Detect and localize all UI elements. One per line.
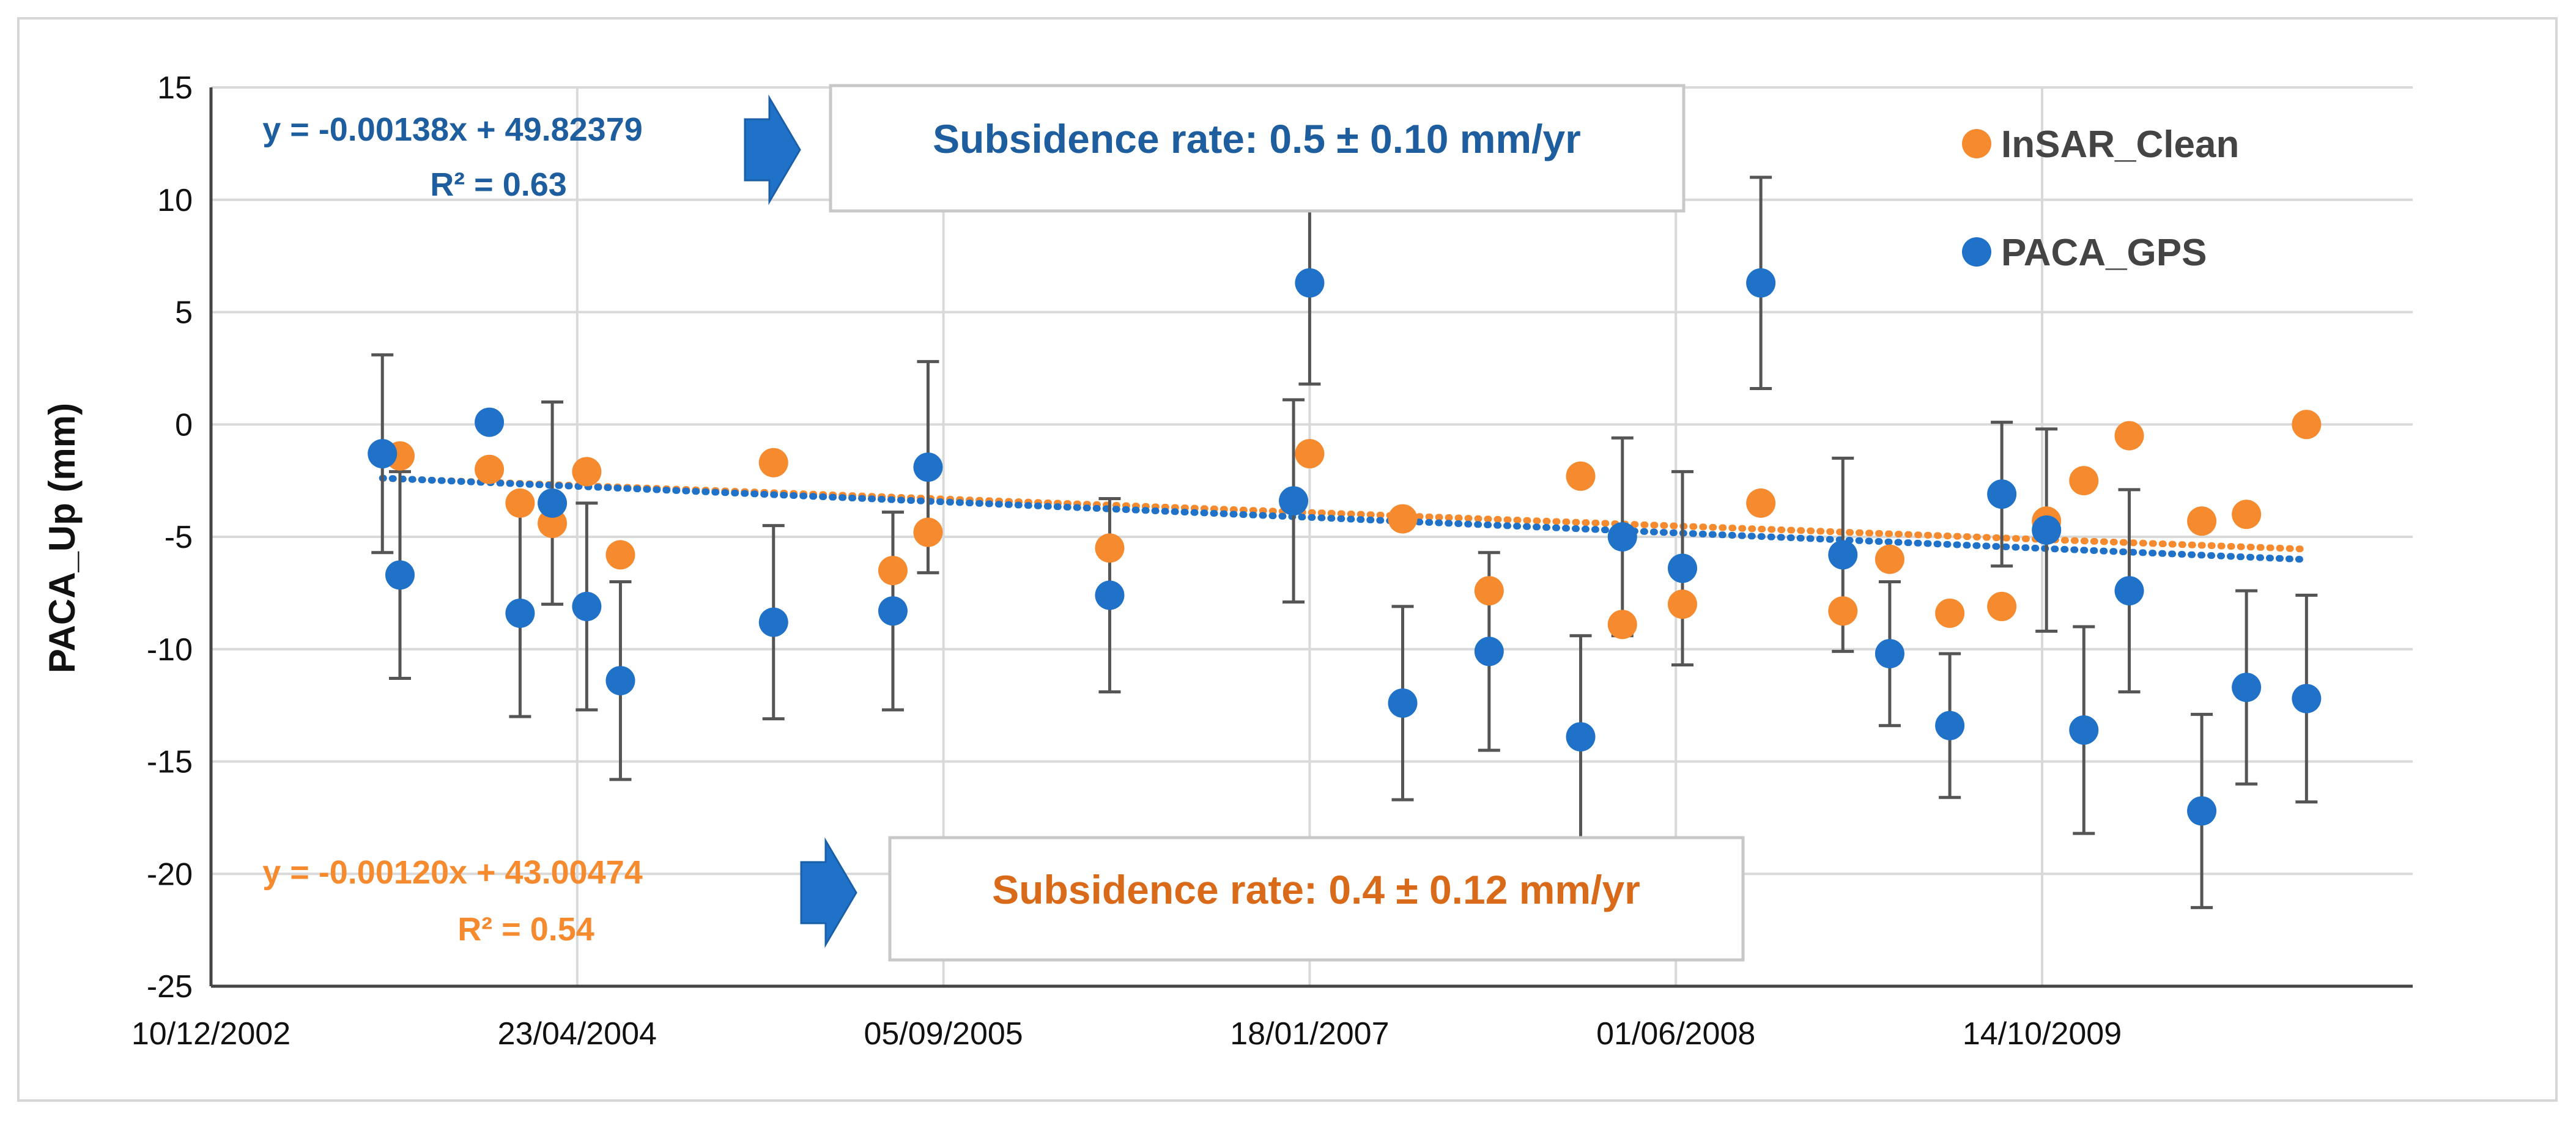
insar-point (913, 517, 943, 547)
gridlines (211, 86, 2413, 986)
gps-point (1279, 486, 1309, 516)
gps-point (2069, 715, 2099, 745)
y-tick-label: 0 (175, 407, 193, 443)
insar-point (1607, 610, 1637, 640)
gps-rate-text: Subsidence rate: 0.5 ± 0.10 mm/yr (933, 116, 1581, 161)
x-tick-label: 10/12/2002 (131, 1016, 291, 1052)
insar-trend-equation: y = -0.00120x + 43.00474 (262, 854, 643, 891)
legend-label-insar: InSAR_Clean (2001, 124, 2239, 166)
gps-point (878, 596, 908, 626)
y-tick-label: -15 (147, 745, 193, 780)
legend-label-gps: PACA_GPS (2001, 232, 2207, 274)
gps-point (1388, 688, 1418, 718)
x-tick-label: 01/06/2008 (1596, 1016, 1755, 1052)
gps-point (2187, 796, 2217, 826)
insar-arrow-icon (800, 837, 857, 948)
gps-point (572, 591, 602, 621)
insar-point (2187, 506, 2217, 536)
gps-point (2114, 576, 2144, 606)
y-tick-label: -20 (147, 857, 193, 892)
insar-point (1474, 576, 1504, 606)
gps-point (2232, 673, 2262, 703)
gps-point (2292, 684, 2322, 714)
gps-point (475, 407, 505, 437)
gps-point (538, 488, 568, 518)
x-tick-label: 23/04/2004 (498, 1016, 657, 1052)
insar-point (2292, 410, 2322, 440)
gps-arrow-icon (744, 94, 801, 205)
y-tick-label: -25 (147, 969, 193, 1005)
gps-point (1667, 553, 1697, 583)
x-tick-label: 05/09/2005 (864, 1016, 1023, 1052)
insar-point (2114, 421, 2144, 451)
insar-point (1566, 461, 1596, 491)
legend-marker-insar (1962, 129, 1991, 158)
gps-point (1607, 522, 1637, 551)
insar-point (605, 540, 635, 570)
tick-labels: 15 10 5 0 -5 -10 -15 -20 -25 10/12/2002 23/04/2004… (131, 70, 2122, 1052)
gps-point (1566, 722, 1596, 752)
insar-trend-r2: R² = 0.54 (457, 911, 594, 948)
y-axis-title: PACA_Up (mm) (42, 403, 83, 673)
insar-trend-annotation: y = -0.00120x + 43.00474 R² = 0.54 Subsi… (262, 836, 1745, 962)
y-tick-label: -5 (165, 520, 193, 555)
y-tick-label: 5 (175, 295, 193, 331)
insar-point (1987, 591, 2017, 621)
insar-point (572, 457, 602, 487)
data-points (368, 268, 2322, 826)
insar-point (2232, 500, 2262, 529)
gps-point (1875, 639, 1904, 669)
gps-point (1095, 580, 1125, 610)
gps-point (913, 452, 943, 482)
insar-point (1746, 488, 1776, 518)
trendlines (379, 474, 2310, 563)
y-tick-label: 15 (157, 70, 193, 106)
insar-point (1095, 533, 1125, 563)
gps-point (1987, 479, 2017, 509)
insar-point (1388, 504, 1418, 534)
y-tick-label: 10 (157, 183, 193, 218)
gps-point (1295, 268, 1325, 298)
insar-point (538, 508, 568, 538)
gps-rate-box (829, 84, 1686, 213)
insar-point (505, 488, 535, 518)
axes (209, 87, 2413, 988)
gps-point (605, 666, 635, 696)
insar-point (1935, 598, 1965, 628)
gps-point (505, 598, 535, 628)
insar-point (475, 454, 505, 484)
insar-point (1667, 589, 1697, 619)
insar-point (758, 448, 788, 478)
insar-point (1828, 596, 1858, 626)
gps-point (2032, 515, 2062, 545)
gps-trend-annotation: y = -0.00138x + 49.82379 R² = 0.63 Subsi… (262, 84, 1686, 213)
insar-point (1875, 544, 1904, 574)
insar-rate-box (888, 836, 1745, 962)
gps-point (1828, 540, 1858, 570)
legend-marker-gps (1962, 237, 1991, 267)
insar-rate-text: Subsidence rate: 0.4 ± 0.12 mm/yr (992, 867, 1640, 912)
x-tick-label: 18/01/2007 (1230, 1016, 1389, 1052)
gps-point (1935, 710, 1965, 740)
x-tick-label: 14/10/2009 (1963, 1016, 2122, 1052)
gps-point (368, 439, 398, 469)
insar-point (1295, 439, 1325, 469)
gps-trend-r2: R² = 0.63 (430, 166, 567, 203)
y-tick-label: -10 (147, 632, 193, 668)
gps-point (385, 560, 415, 590)
insar-point (2069, 466, 2099, 496)
insar-point (878, 556, 908, 586)
gps-point (1746, 268, 1776, 298)
legend: InSAR_Clean PACA_GPS (1962, 124, 2239, 274)
gps-point (758, 607, 788, 637)
gps-trendline (379, 474, 2310, 563)
gps-trend-equation: y = -0.00138x + 49.82379 (262, 111, 643, 148)
gps-point (1474, 636, 1504, 666)
